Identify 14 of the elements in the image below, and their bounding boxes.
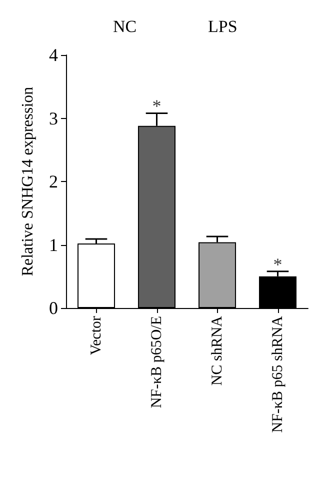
y-tick-label: 0 xyxy=(49,298,58,318)
y-tick-label: 1 xyxy=(49,234,58,255)
annotation: * xyxy=(273,254,282,274)
y-tick-label: 3 xyxy=(49,108,58,128)
annotation: * xyxy=(152,96,162,116)
text: NC xyxy=(113,17,137,36)
y-tick-label: 4 xyxy=(49,45,58,65)
text: LPS xyxy=(208,17,238,36)
y-axis-title: Relative SNHG14 expression xyxy=(20,86,36,276)
x-tick-label: NF-κB p65O/E xyxy=(148,316,165,408)
y-tick-label: 2 xyxy=(49,172,58,192)
x-tick-label: NC shRNA xyxy=(209,316,226,386)
x-tick-label: NF-κB p65 shRNA xyxy=(270,316,286,433)
x-tick-label: Vector xyxy=(88,316,104,356)
